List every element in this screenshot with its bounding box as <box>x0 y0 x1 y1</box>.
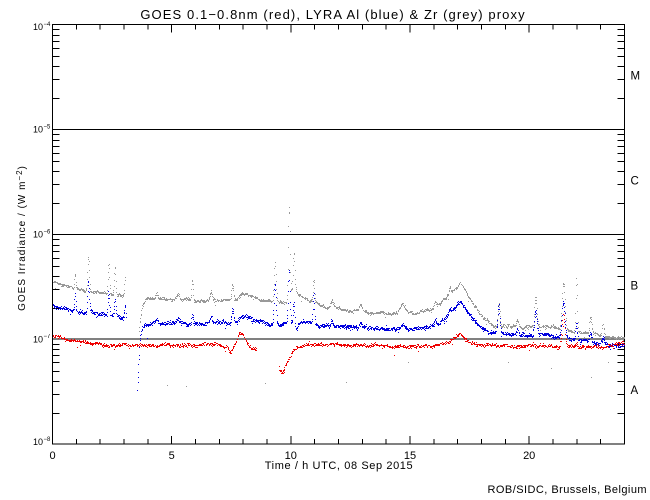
svg-text:GOES Irradiance / (W m−2): GOES Irradiance / (W m−2) <box>15 165 28 311</box>
svg-text:ROB/SIDC, Brussels, Belgium: ROB/SIDC, Brussels, Belgium <box>488 484 647 496</box>
svg-text:10: 10 <box>33 125 43 135</box>
svg-text:20: 20 <box>523 450 535 462</box>
svg-text:0: 0 <box>49 450 55 462</box>
svg-text:A: A <box>631 385 639 397</box>
svg-text:10: 10 <box>33 437 43 447</box>
svg-text:10: 10 <box>33 22 43 32</box>
svg-text:−6: −6 <box>44 229 52 235</box>
svg-text:C: C <box>631 175 639 187</box>
svg-text:10: 10 <box>33 230 43 240</box>
svg-text:−8: −8 <box>44 437 52 443</box>
svg-text:B: B <box>631 280 639 292</box>
svg-text:GOES 0.1−0.8nm (red), LYRA Al: GOES 0.1−0.8nm (red), LYRA Al (blue) & Z… <box>140 7 525 22</box>
svg-text:−7: −7 <box>44 334 52 340</box>
svg-text:5: 5 <box>169 450 175 462</box>
svg-text:10: 10 <box>285 450 297 462</box>
svg-text:10: 10 <box>33 334 43 344</box>
svg-text:Time / h UTC, 08 Sep 2015: Time / h UTC, 08 Sep 2015 <box>265 460 414 472</box>
svg-text:15: 15 <box>404 450 416 462</box>
svg-text:−5: −5 <box>44 125 52 131</box>
svg-text:−4: −4 <box>44 22 52 28</box>
svg-text:M: M <box>631 71 641 83</box>
